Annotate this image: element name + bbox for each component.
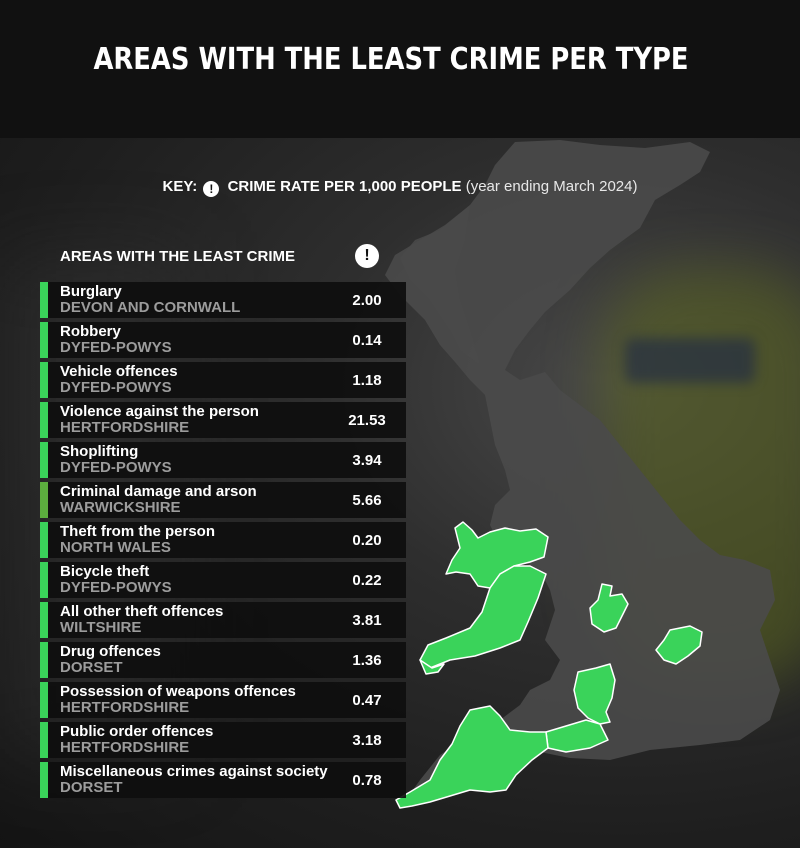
- crime-rate-value: 1.36: [352, 652, 382, 669]
- table-row: Robbery DYFED-POWYS 0.14: [40, 322, 406, 358]
- northern-coast-detail: [400, 205, 480, 365]
- key-label: KEY:: [162, 178, 198, 195]
- crime-type: Drug offences: [60, 643, 161, 660]
- area-name: HERTFORDSHIRE: [60, 739, 190, 756]
- area-name: DORSET: [60, 779, 123, 796]
- region-dyfed-powys-tip: [419, 659, 445, 675]
- area-name: DYFED-POWYS: [60, 579, 172, 596]
- crime-type: Vehicle offences: [60, 363, 178, 380]
- row-accent-bar: [40, 322, 48, 358]
- crime-type: Criminal damage and arson: [60, 483, 257, 500]
- crime-type: Burglary: [60, 283, 122, 300]
- table-row: Violence against the person HERTFORDSHIRE…: [40, 402, 406, 438]
- crime-type: Possession of weapons offences: [60, 683, 296, 700]
- table-row: All other theft offences WILTSHIRE 3.81: [40, 602, 406, 638]
- row-accent-bar: [40, 482, 48, 518]
- row-accent-bar: [40, 642, 48, 678]
- table-row: Miscellaneous crimes against society DORS…: [40, 762, 406, 798]
- crime-rate-value: 2.00: [352, 292, 382, 309]
- crime-rate-value: 0.20: [352, 532, 382, 549]
- table-row: Burglary DEVON AND CORNWALL 2.00: [40, 282, 406, 318]
- row-accent-bar: [40, 762, 48, 798]
- table-row: Bicycle theft DYFED-POWYS 0.22: [40, 562, 406, 598]
- row-accent-bar: [40, 562, 48, 598]
- crime-rate-value: 3.18: [352, 732, 382, 749]
- key-period: (year ending March 2024): [465, 178, 638, 195]
- crime-rate-value: 21.53: [348, 412, 386, 429]
- region-devon-and-cornwall: [395, 705, 549, 809]
- table-row: Theft from the person NORTH WALES 0.20: [40, 522, 406, 558]
- crime-rate-value: 3.94: [352, 452, 382, 469]
- crime-type: Theft from the person: [60, 523, 216, 540]
- highlighted-regions: [395, 521, 703, 809]
- region-dyfed-powys: [419, 565, 547, 669]
- area-name: DYFED-POWYS: [60, 339, 172, 356]
- crime-rate-value: 0.78: [352, 772, 382, 789]
- region-wiltshire: [573, 663, 616, 725]
- crime-type: Violence against the person: [60, 403, 259, 420]
- table-header: AREAS WITH THE LEAST CRIME: [60, 248, 295, 265]
- crime-rate-value: 0.47: [352, 692, 382, 709]
- crime-rate-value: 3.81: [352, 612, 382, 629]
- region-hertfordshire: [655, 625, 703, 665]
- region-north-wales: [445, 521, 549, 589]
- area-name: DYFED-POWYS: [60, 459, 172, 476]
- crime-type: Public order offences: [60, 723, 214, 740]
- crime-type: Robbery: [60, 323, 121, 340]
- key-metric: CRIME RATE PER 1,000 PEOPLE: [227, 178, 462, 195]
- row-accent-bar: [40, 362, 48, 398]
- table-row: Criminal damage and arson WARWICKSHIRE 5.6…: [40, 482, 406, 518]
- region-dorset: [545, 719, 609, 753]
- row-accent-bar: [40, 402, 48, 438]
- row-accent-bar: [40, 682, 48, 718]
- table-row: Shoplifting DYFED-POWYS 3.94: [40, 442, 406, 478]
- crime-type: Bicycle theft: [60, 563, 150, 580]
- key-legend: KEY: ! CRIME RATE PER 1,000 PEOPLE (year…: [0, 178, 800, 197]
- crime-type: All other theft offences: [60, 603, 224, 620]
- area-name: HERTFORDSHIRE: [60, 419, 190, 436]
- row-accent-bar: [40, 442, 48, 478]
- area-name: WILTSHIRE: [60, 619, 142, 636]
- crime-rate-value: 5.66: [352, 492, 382, 509]
- crime-rate-value: 0.14: [352, 332, 382, 349]
- area-name: NORTH WALES: [60, 539, 171, 556]
- crime-rate-value: 0.22: [352, 572, 382, 589]
- table-row: Possession of weapons offences HERTFORDSH…: [40, 682, 406, 718]
- row-accent-bar: [40, 602, 48, 638]
- header-band: AREAS WITH THE LEAST CRIME PER TYPE: [0, 0, 800, 138]
- area-name: DYFED-POWYS: [60, 379, 172, 396]
- crime-type: Shoplifting: [60, 443, 139, 460]
- alert-icon: !: [355, 244, 379, 268]
- crime-type: Miscellaneous crimes against society: [60, 763, 328, 780]
- table-row: Public order offences HERTFORDSHIRE 3.18: [40, 722, 406, 758]
- area-name: HERTFORDSHIRE: [60, 699, 190, 716]
- page-title: AREAS WITH THE LEAST CRIME PER TYPE: [93, 42, 689, 77]
- area-name: DORSET: [60, 659, 123, 676]
- alert-icon: !: [203, 181, 220, 197]
- row-accent-bar: [40, 522, 48, 558]
- table-row: Drug offences DORSET 1.36: [40, 642, 406, 678]
- area-name: DEVON AND CORNWALL: [60, 299, 241, 316]
- row-accent-bar: [40, 722, 48, 758]
- background-police-badge: [625, 338, 755, 383]
- row-accent-bar: [40, 282, 48, 318]
- table-row: Vehicle offences DYFED-POWYS 1.18: [40, 362, 406, 398]
- region-warwickshire: [589, 583, 629, 633]
- area-name: WARWICKSHIRE: [60, 499, 181, 516]
- crime-rate-value: 1.18: [352, 372, 382, 389]
